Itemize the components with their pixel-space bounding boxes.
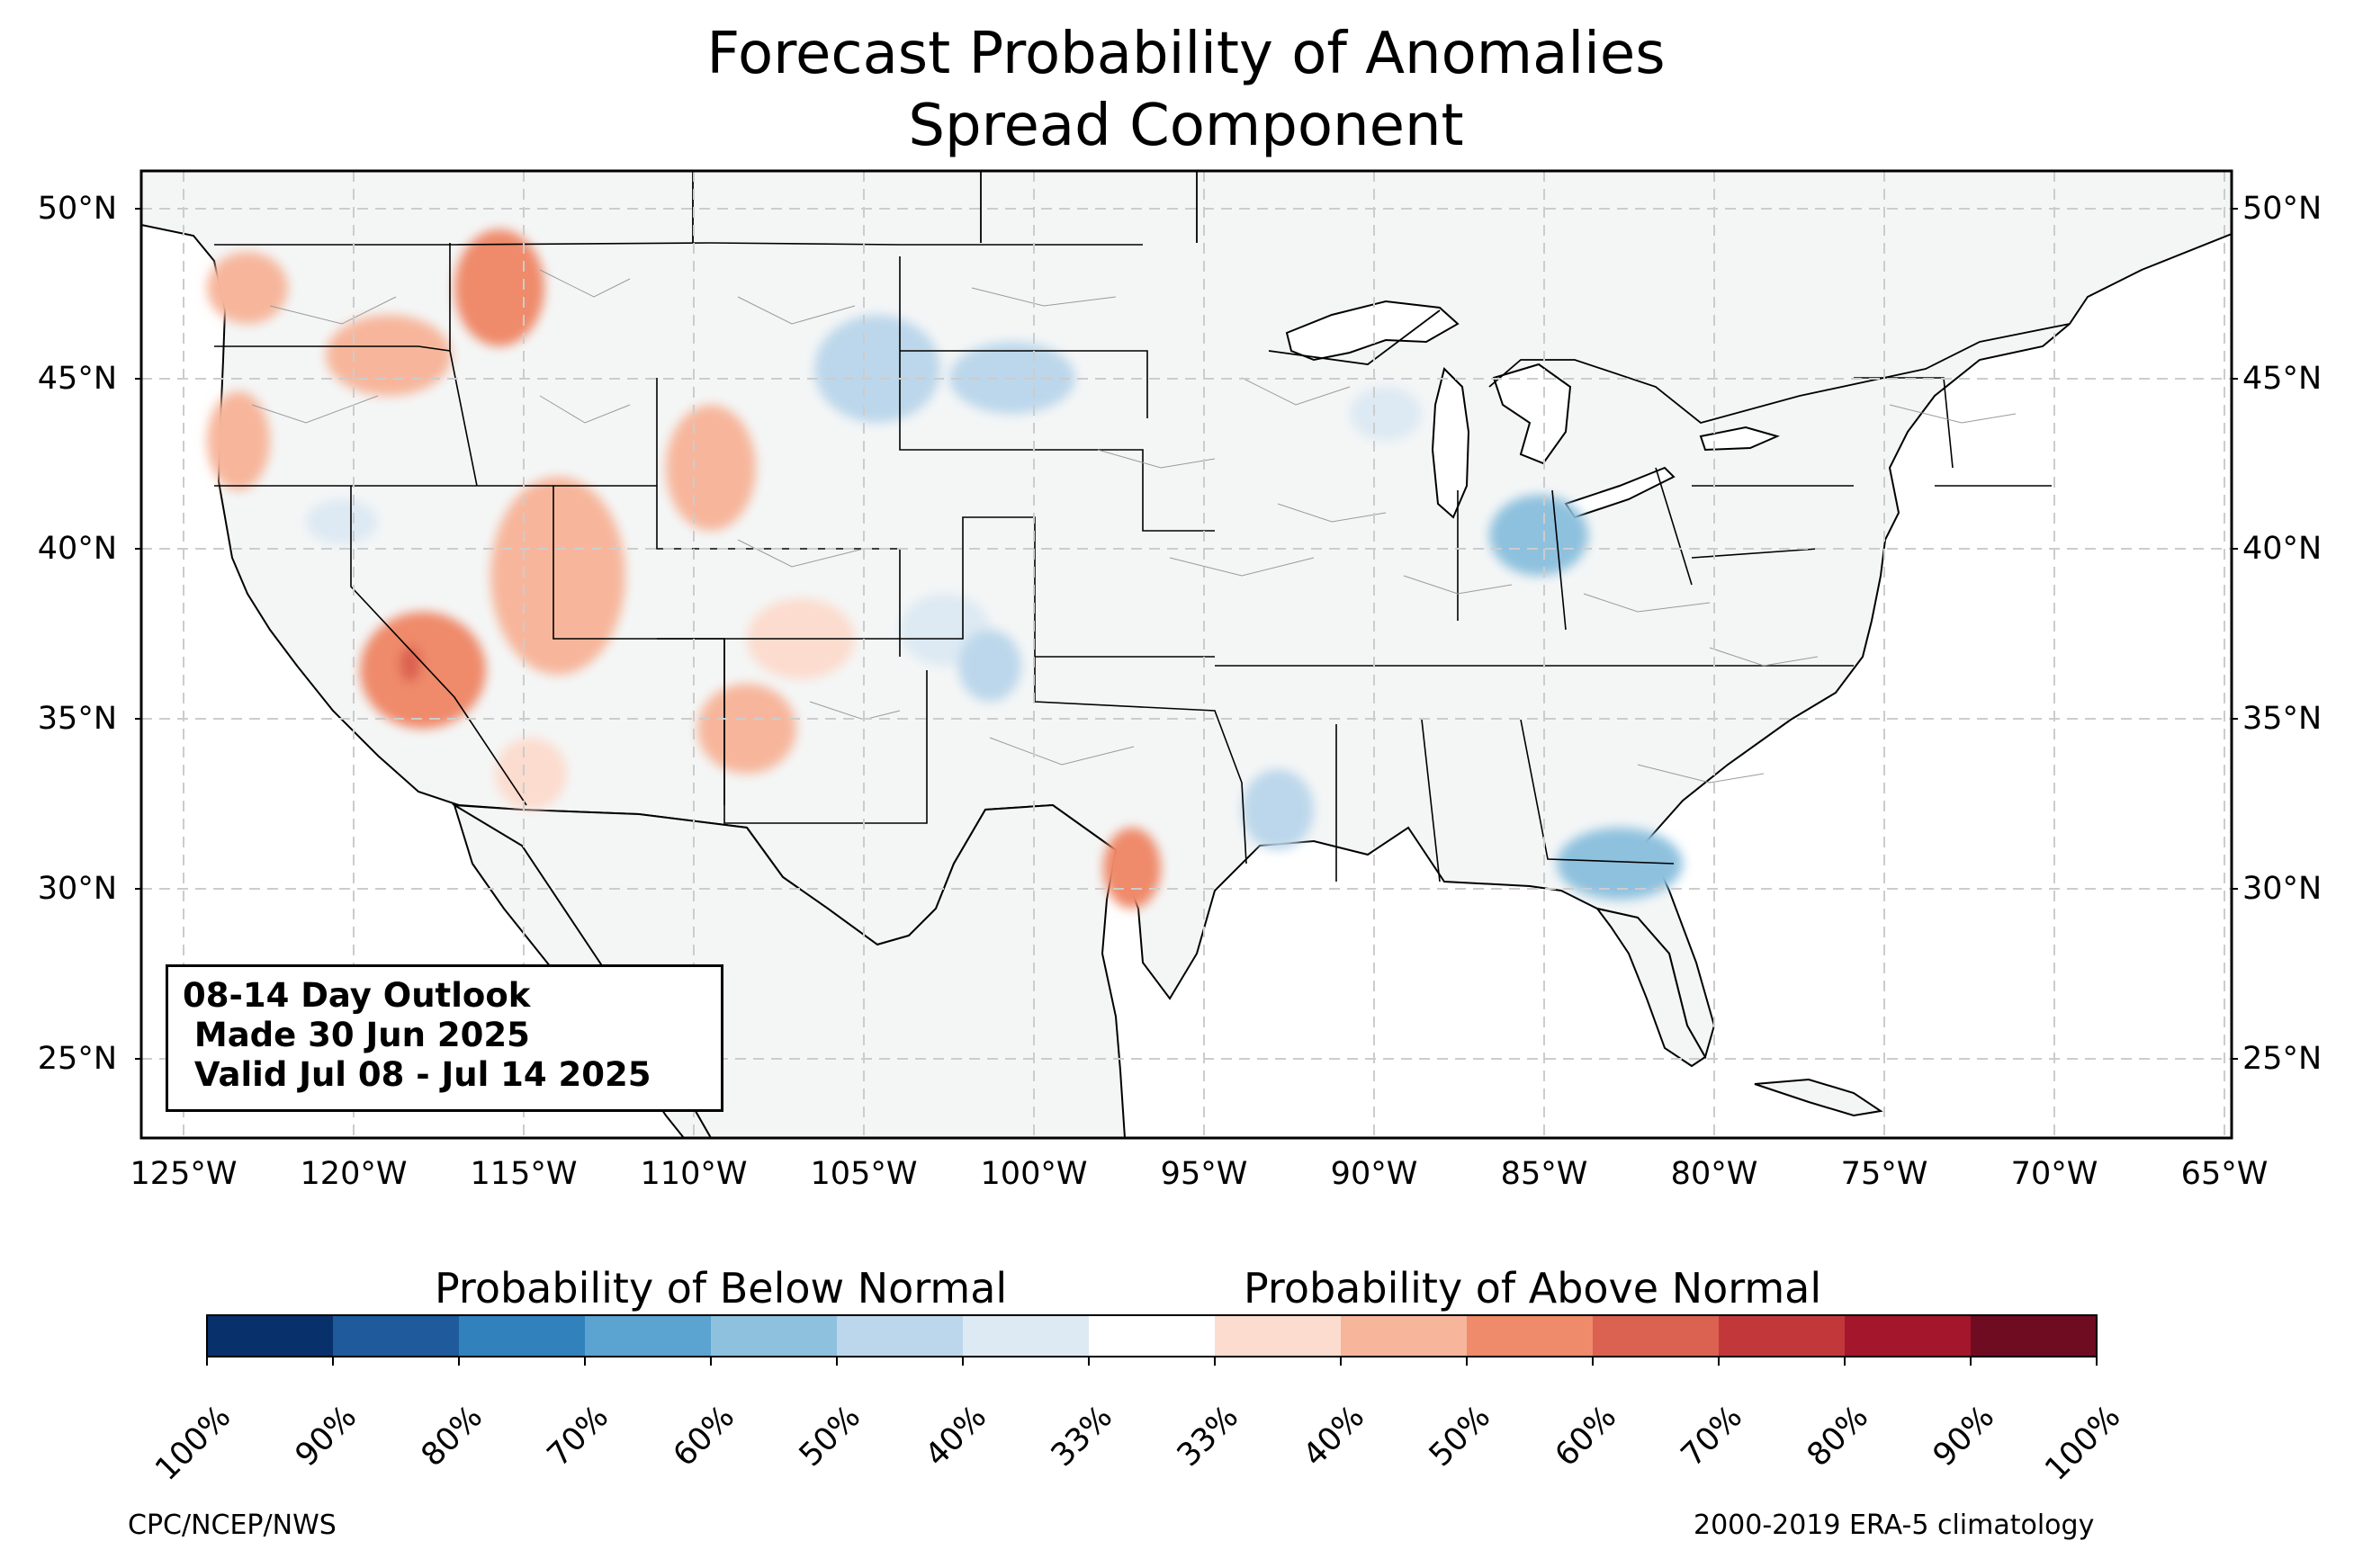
lon-label-125: 125°W <box>130 1156 238 1192</box>
anomaly-above-wy <box>666 405 756 531</box>
anomaly-above-az <box>495 738 567 810</box>
anomaly-below-plains <box>814 315 940 423</box>
land-cuba <box>1754 1078 1883 1117</box>
anomaly-above-utah <box>490 477 625 675</box>
lon-label-115: 115°W <box>470 1156 578 1192</box>
lat-label-30-right: 30°N <box>2242 871 2323 907</box>
anomaly-above-wa <box>207 252 288 324</box>
lat-label-30-left: 30°N <box>37 871 117 907</box>
colorbar-swatch <box>1215 1315 1342 1357</box>
county-borders <box>251 269 2017 784</box>
lon-label-80: 80°W <box>1670 1156 1758 1192</box>
lat-label-40-right: 40°N <box>2242 531 2323 567</box>
axis-ticks <box>135 208 2238 1060</box>
colorbar-above-label: Probability of Above Normal <box>1244 1264 1822 1313</box>
lake-ontario <box>1699 426 1780 452</box>
outlook-made-date: Made 30 Jun 2025 <box>183 1016 530 1054</box>
anomaly-below-ok <box>958 630 1021 702</box>
anomaly-above-nevada <box>360 612 486 729</box>
lon-label-105: 105°W <box>810 1156 918 1192</box>
colorbar-swatch <box>837 1315 964 1357</box>
colorbar-swatch <box>1593 1315 1720 1357</box>
lake-michigan <box>1431 367 1470 519</box>
anomaly-below-ohio <box>1489 495 1588 576</box>
lat-label-45-left: 45°N <box>37 361 117 397</box>
colorbar-swatch <box>207 1315 334 1357</box>
lat-label-25-right: 25°N <box>2242 1041 2323 1077</box>
colorbar-swatch <box>1089 1315 1216 1357</box>
land-florida <box>1595 907 1707 1068</box>
lon-label-95: 95°W <box>1160 1156 1248 1192</box>
anomaly-above-idaho <box>454 229 544 346</box>
lon-label-70: 70°W <box>2010 1156 2098 1192</box>
colorbar-swatch <box>1845 1315 1972 1357</box>
footer-climatology: 2000-2019 ERA-5 climatology <box>1694 1510 2095 1541</box>
colorbar-swatch <box>585 1315 712 1357</box>
colorbar-swatch <box>1341 1315 1468 1357</box>
colorbar-frame <box>206 1314 2098 1357</box>
lat-label-35-right: 35°N <box>2242 701 2323 737</box>
colorbar-swatch <box>1467 1315 1594 1357</box>
colorbar-swatch <box>333 1315 460 1357</box>
anomaly-below-georgia <box>1557 828 1683 900</box>
map-frame <box>139 169 2233 1140</box>
graticule <box>141 171 2232 1138</box>
anomaly-above-texas <box>1103 828 1161 909</box>
footer-source: CPC/NCEP/NWS <box>128 1510 337 1541</box>
outlook-period: 08-14 Day Outlook <box>183 976 531 1015</box>
lon-label-75: 75°W <box>1840 1156 1928 1192</box>
below-normal-shading <box>306 315 1683 900</box>
lat-label-45-right: 45°N <box>2242 361 2323 397</box>
anomaly-below-wi <box>1350 387 1422 441</box>
land-conus <box>141 171 2232 1060</box>
lake-superior <box>1285 300 1460 362</box>
colorbar-swatch <box>963 1315 1090 1357</box>
anomaly-below-la <box>1242 769 1314 850</box>
chart-title: Forecast Probability of Anomalies <box>706 21 1666 87</box>
lon-label-65: 65°W <box>2180 1156 2269 1192</box>
lat-label-40-left: 40°N <box>37 531 117 567</box>
colorbar-swatch <box>711 1315 838 1357</box>
above-normal-shading <box>207 229 1161 909</box>
anomaly-above-or <box>207 391 270 490</box>
lon-label-110: 110°W <box>640 1156 748 1192</box>
colorbar-swatch <box>1719 1315 1846 1357</box>
outlook-info-box: 08-14 Day Outlook Made 30 Jun 2025 Valid… <box>166 964 723 1112</box>
lon-label-90: 90°W <box>1330 1156 1418 1192</box>
lat-label-50-right: 50°N <box>2242 191 2323 227</box>
outlook-valid-range: Valid Jul 08 - Jul 14 2025 <box>183 1055 651 1094</box>
anomaly-above-nm <box>697 684 796 774</box>
lat-label-35-left: 35°N <box>37 701 117 737</box>
colorbar-swatch <box>1971 1315 2098 1357</box>
anomaly-below-ca <box>306 499 378 544</box>
lat-label-50-left: 50°N <box>37 191 117 227</box>
colorbar-swatch <box>459 1315 586 1357</box>
lon-label-100: 100°W <box>980 1156 1088 1192</box>
colorbar-below-label: Probability of Below Normal <box>435 1264 1008 1313</box>
lon-label-120: 120°W <box>300 1156 408 1192</box>
anomaly-above-nevada-core <box>400 646 421 682</box>
chart-subtitle: Spread Component <box>908 93 1464 159</box>
lat-label-25-left: 25°N <box>37 1041 117 1077</box>
anomaly-above-pnw <box>326 315 452 396</box>
colorbar <box>206 1314 2098 1366</box>
lon-label-85: 85°W <box>1500 1156 1588 1192</box>
